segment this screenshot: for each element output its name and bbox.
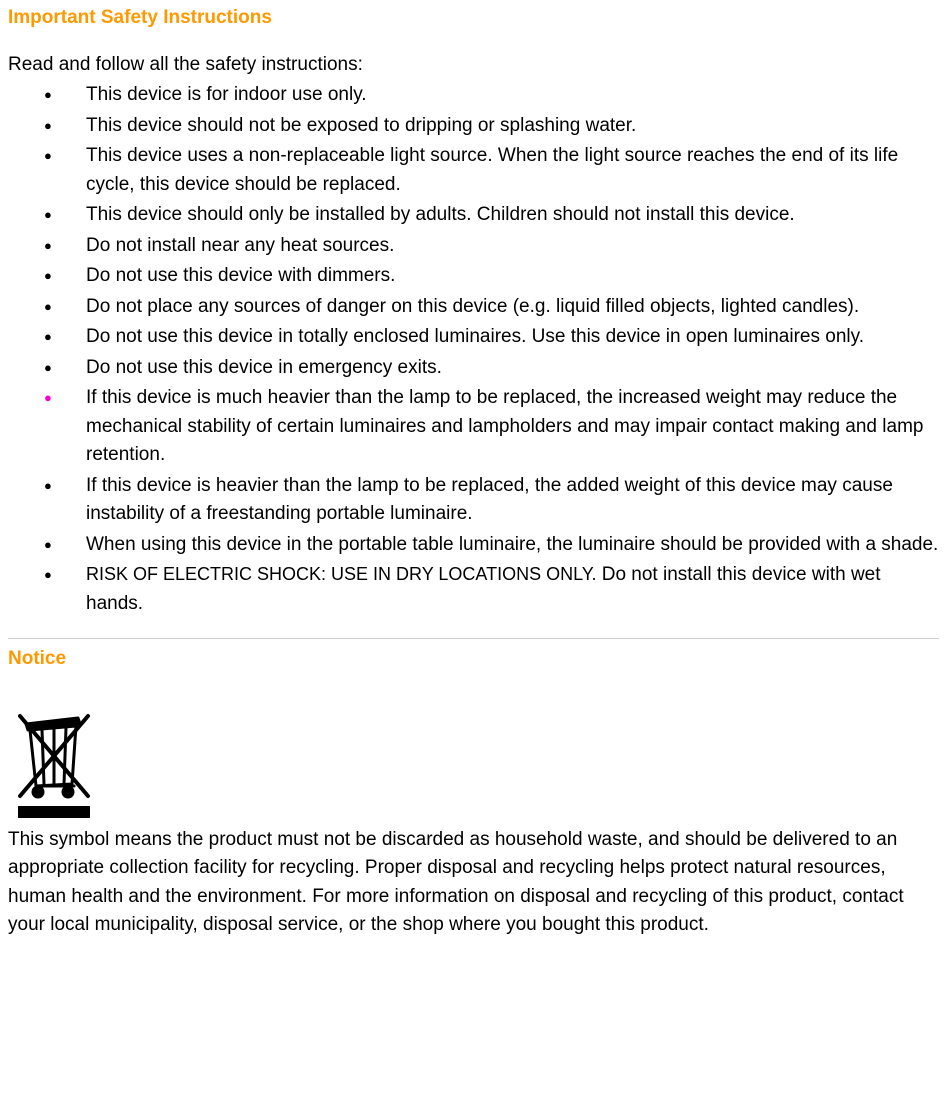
list-item: Do not use this device in emergency exit… bbox=[64, 354, 939, 383]
notice-body: This symbol means the product must not b… bbox=[8, 826, 939, 940]
notice-heading: Notice bbox=[8, 645, 939, 674]
list-item: If this device is much heavier than the … bbox=[64, 384, 939, 470]
list-item: Do not place any sources of danger on th… bbox=[64, 293, 939, 322]
list-item: RISK OF ELECTRIC SHOCK: USE IN DRY LOCAT… bbox=[64, 561, 939, 618]
list-item: This device should only be installed by … bbox=[64, 201, 939, 230]
list-item: This device should not be exposed to dri… bbox=[64, 112, 939, 141]
safety-list: This device is for indoor use only. This… bbox=[8, 81, 939, 618]
weee-bin-icon bbox=[8, 700, 939, 820]
list-item: This device uses a non-replaceable light… bbox=[64, 142, 939, 199]
safety-intro: Read and follow all the safety instructi… bbox=[8, 51, 939, 80]
list-item: If this device is heavier than the lamp … bbox=[64, 472, 939, 529]
section-divider bbox=[8, 638, 939, 639]
shock-caps: RISK OF ELECTRIC SHOCK: USE IN DRY LOCAT… bbox=[86, 564, 596, 584]
list-item: When using this device in the portable t… bbox=[64, 531, 939, 560]
safety-heading: Important Safety Instructions bbox=[8, 4, 939, 33]
list-item: Do not use this device in totally enclos… bbox=[64, 323, 939, 352]
list-item: This device is for indoor use only. bbox=[64, 81, 939, 110]
list-item: Do not install near any heat sources. bbox=[64, 232, 939, 261]
list-item: Do not use this device with dimmers. bbox=[64, 262, 939, 291]
